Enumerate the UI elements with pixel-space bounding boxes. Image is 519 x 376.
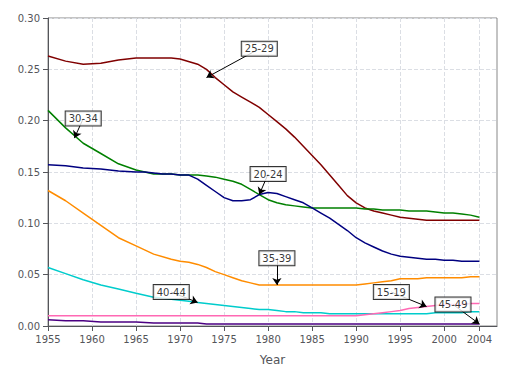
svg-text:1955: 1955	[35, 334, 60, 345]
svg-text:45-49: 45-49	[438, 299, 467, 310]
svg-text:1995: 1995	[387, 334, 412, 345]
svg-text:2004: 2004	[467, 334, 492, 345]
svg-text:0.00: 0.00	[18, 321, 40, 332]
svg-text:1965: 1965	[123, 334, 148, 345]
svg-text:25-29: 25-29	[245, 43, 274, 54]
svg-text:1960: 1960	[79, 334, 104, 345]
svg-text:0.20: 0.20	[18, 115, 40, 126]
svg-text:15-19: 15-19	[377, 287, 406, 298]
svg-text:1975: 1975	[211, 334, 236, 345]
svg-text:0.30: 0.30	[18, 13, 40, 24]
svg-text:0.05: 0.05	[18, 269, 40, 280]
svg-text:35-39: 35-39	[262, 253, 291, 264]
svg-text:0.15: 0.15	[18, 167, 40, 178]
svg-text:1970: 1970	[167, 334, 192, 345]
svg-text:2000: 2000	[431, 334, 456, 345]
svg-text:1980: 1980	[255, 334, 280, 345]
svg-text:1985: 1985	[299, 334, 324, 345]
svg-text:0.10: 0.10	[18, 218, 40, 229]
svg-text:Year: Year	[259, 353, 285, 367]
svg-text:20-24: 20-24	[254, 169, 283, 180]
svg-text:30-34: 30-34	[69, 113, 98, 124]
svg-text:40-44: 40-44	[157, 287, 186, 298]
svg-text:1990: 1990	[343, 334, 368, 345]
svg-text:0.25: 0.25	[18, 64, 40, 75]
